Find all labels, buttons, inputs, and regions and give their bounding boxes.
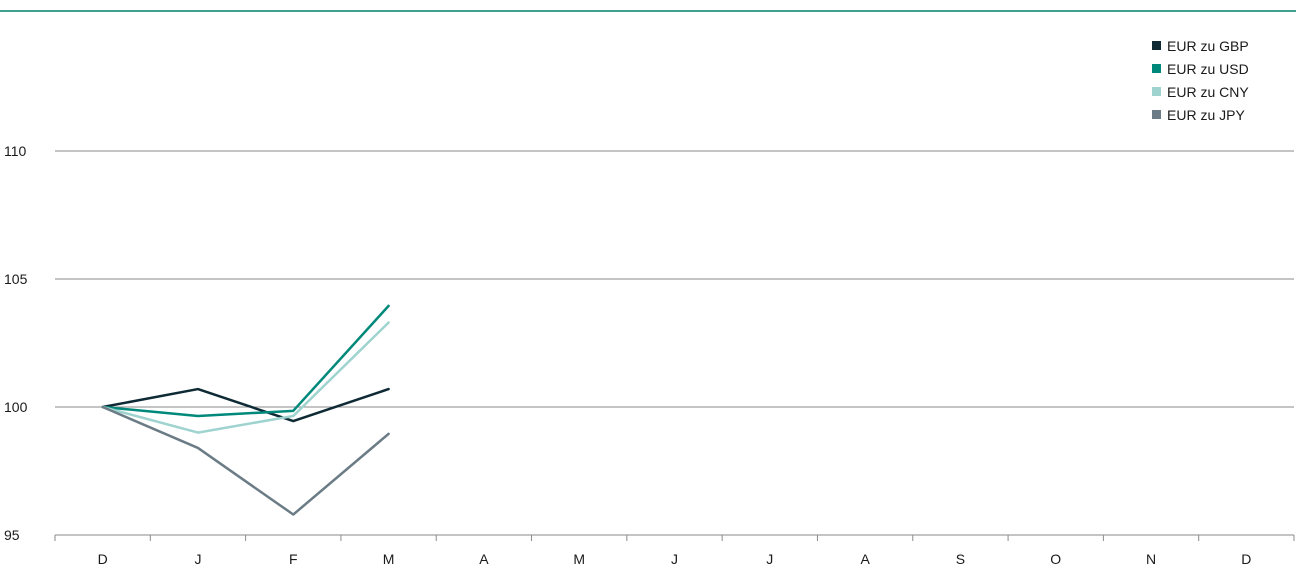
legend-label: EUR zu USD <box>1167 61 1249 77</box>
x-tick-label: J <box>671 551 678 567</box>
legend-swatch <box>1152 87 1161 96</box>
series-line-eur-zu-cny <box>101 321 390 434</box>
x-tick-label: A <box>479 551 489 567</box>
x-tick-label: O <box>1050 551 1061 567</box>
series-line-eur-zu-jpy <box>101 405 390 516</box>
x-tick-label: M <box>573 551 585 567</box>
legend-swatch <box>1152 64 1161 73</box>
y-tick-label: 110 <box>4 143 27 159</box>
legend-label: EUR zu JPY <box>1167 107 1245 123</box>
y-tick-label: 105 <box>4 271 28 287</box>
x-tick-label: D <box>98 551 108 567</box>
legend-swatch <box>1152 41 1161 50</box>
legend-label: EUR zu CNY <box>1167 84 1249 100</box>
y-tick-label: 100 <box>4 399 28 415</box>
x-tick-label: D <box>1241 551 1251 567</box>
legend: EUR zu GBP EUR zu USD EUR zu CNY EUR zu JPY <box>1152 38 1249 123</box>
series-lines <box>101 304 390 516</box>
x-tick-label: M <box>383 551 395 567</box>
legend-label: EUR zu GBP <box>1167 38 1249 54</box>
series-line-eur-zu-gbp <box>101 387 390 423</box>
x-tick-label: N <box>1146 551 1156 567</box>
x-tick-label: S <box>956 551 965 567</box>
legend-swatch <box>1152 110 1161 119</box>
y-axis-tick-labels: 95 100 105 110 <box>4 143 28 543</box>
x-tick-label: A <box>860 551 870 567</box>
x-tick-label: J <box>766 551 773 567</box>
y-tick-label: 95 <box>4 527 20 543</box>
gridlines <box>55 150 1294 408</box>
x-tick-label: J <box>194 551 201 567</box>
x-tick-label: F <box>289 551 298 567</box>
series-line-eur-zu-usd <box>101 304 390 418</box>
